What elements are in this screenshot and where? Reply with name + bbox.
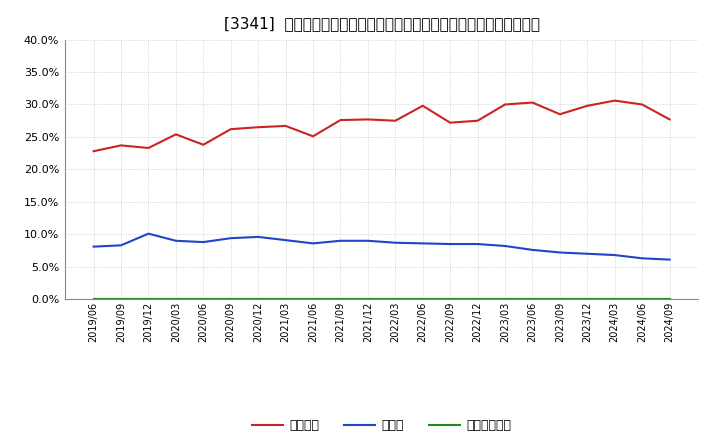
のれん bbox=[556, 250, 564, 255]
自己資本 bbox=[611, 98, 619, 103]
自己資本 bbox=[556, 112, 564, 117]
Line: のれん: のれん bbox=[94, 234, 670, 260]
のれん bbox=[418, 241, 427, 246]
のれん bbox=[309, 241, 318, 246]
自己資本 bbox=[528, 100, 537, 105]
のれん bbox=[500, 243, 509, 249]
繰延税金資産 bbox=[556, 296, 564, 301]
繰延税金資産 bbox=[418, 296, 427, 301]
繰延税金資産 bbox=[500, 296, 509, 301]
のれん bbox=[117, 243, 125, 248]
自己資本 bbox=[583, 103, 592, 108]
Line: 自己資本: 自己資本 bbox=[94, 101, 670, 151]
のれん bbox=[583, 251, 592, 257]
のれん bbox=[611, 253, 619, 258]
繰延税金資産 bbox=[611, 296, 619, 301]
自己資本 bbox=[117, 143, 125, 148]
繰延税金資産 bbox=[665, 296, 674, 301]
繰延税金資産 bbox=[528, 296, 537, 301]
自己資本 bbox=[199, 142, 207, 147]
Title: [3341]  自己資本、のれん、繰延税金資産の総資産に対する比率の推移: [3341] 自己資本、のれん、繰延税金資産の総資産に対する比率の推移 bbox=[224, 16, 539, 32]
のれん bbox=[336, 238, 345, 243]
繰延税金資産 bbox=[89, 296, 98, 301]
のれん bbox=[89, 244, 98, 249]
自己資本 bbox=[665, 117, 674, 122]
のれん bbox=[199, 239, 207, 245]
繰延税金資産 bbox=[171, 296, 180, 301]
繰延税金資産 bbox=[309, 296, 318, 301]
のれん bbox=[282, 238, 290, 243]
のれん bbox=[473, 242, 482, 247]
のれん bbox=[171, 238, 180, 243]
繰延税金資産 bbox=[473, 296, 482, 301]
のれん bbox=[226, 235, 235, 241]
繰延税金資産 bbox=[254, 296, 263, 301]
繰延税金資産 bbox=[117, 296, 125, 301]
自己資本 bbox=[144, 145, 153, 150]
繰延税金資産 bbox=[583, 296, 592, 301]
自己資本 bbox=[391, 118, 400, 123]
自己資本 bbox=[364, 117, 372, 122]
のれん bbox=[144, 231, 153, 236]
自己資本 bbox=[226, 127, 235, 132]
のれん bbox=[254, 234, 263, 239]
繰延税金資産 bbox=[336, 296, 345, 301]
自己資本 bbox=[309, 134, 318, 139]
自己資本 bbox=[171, 132, 180, 137]
のれん bbox=[446, 242, 454, 247]
自己資本 bbox=[418, 103, 427, 108]
のれん bbox=[638, 256, 647, 261]
自己資本 bbox=[89, 149, 98, 154]
のれん bbox=[364, 238, 372, 243]
繰延税金資産 bbox=[144, 296, 153, 301]
自己資本 bbox=[473, 118, 482, 123]
自己資本 bbox=[282, 123, 290, 128]
繰延税金資産 bbox=[364, 296, 372, 301]
自己資本 bbox=[254, 125, 263, 130]
Legend: 自己資本, のれん, 繰延税金資産: 自己資本, のれん, 繰延税金資産 bbox=[246, 414, 517, 437]
自己資本 bbox=[446, 120, 454, 125]
繰延税金資産 bbox=[282, 296, 290, 301]
自己資本 bbox=[336, 117, 345, 123]
のれん bbox=[528, 247, 537, 253]
のれん bbox=[665, 257, 674, 262]
自己資本 bbox=[638, 102, 647, 107]
のれん bbox=[391, 240, 400, 246]
繰延税金資産 bbox=[199, 296, 207, 301]
繰延税金資産 bbox=[446, 296, 454, 301]
繰延税金資産 bbox=[226, 296, 235, 301]
繰延税金資産 bbox=[638, 296, 647, 301]
繰延税金資産 bbox=[391, 296, 400, 301]
自己資本 bbox=[500, 102, 509, 107]
